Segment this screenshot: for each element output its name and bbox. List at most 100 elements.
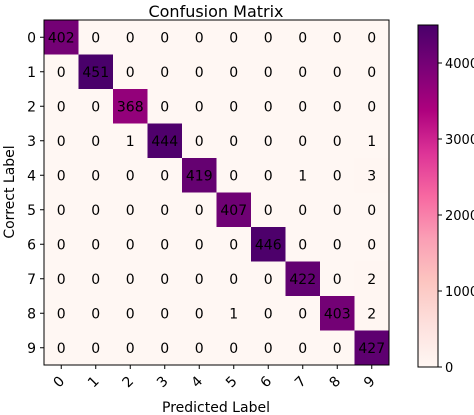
- cell-value-label: 407: [220, 203, 247, 219]
- heatmap-cell: [78, 89, 114, 124]
- colorbar-tick-label: 0: [445, 361, 453, 376]
- heatmap-cell: [251, 158, 286, 193]
- cell-value-label: 0: [195, 306, 204, 322]
- cell-value-label: 0: [160, 306, 169, 322]
- cell-value-label: 0: [195, 134, 204, 150]
- heatmap-cell: [182, 296, 217, 331]
- y-tick-label: 8: [27, 306, 36, 322]
- heatmap-cell: [44, 227, 79, 262]
- x-tick-label: 7: [292, 374, 310, 392]
- x-tick-label: 0: [50, 374, 68, 392]
- cell-value-label: 0: [57, 99, 66, 115]
- heatmap-cell: [113, 158, 148, 193]
- cell-value-label: 0: [333, 341, 342, 357]
- heatmap-cell: [216, 54, 252, 90]
- cell-value-label: 2: [367, 306, 376, 322]
- x-tick-label: 2: [119, 374, 137, 392]
- cell-value-label: 0: [57, 272, 66, 288]
- heatmap-cell: [78, 20, 114, 55]
- heatmap-cell: [182, 89, 217, 124]
- heatmap-cell: [285, 123, 321, 159]
- x-tick-label: 5: [223, 374, 241, 392]
- cell-value-label: 0: [126, 237, 135, 253]
- cell-value-label: 0: [126, 30, 135, 46]
- heatmap-cell: [78, 330, 114, 366]
- heatmap-cell: [147, 20, 183, 55]
- y-tick-label: 0: [27, 30, 36, 46]
- cell-value-label: 419: [186, 168, 213, 184]
- cell-value-label: 1: [367, 134, 376, 150]
- heatmap-cell: [216, 192, 252, 228]
- cell-value-label: 0: [367, 65, 376, 81]
- heatmap-cell: [44, 296, 79, 331]
- heatmap-cell: [216, 296, 252, 331]
- heatmap-cell: [113, 296, 148, 331]
- cell-value-label: 0: [126, 203, 135, 219]
- heatmap-cell: [320, 20, 355, 55]
- cell-value-label: 0: [298, 341, 307, 357]
- heatmap-cell: [251, 54, 286, 90]
- cell-value-label: 0: [57, 134, 66, 150]
- cell-value-label: 0: [298, 203, 307, 219]
- heatmap-cell: [320, 123, 355, 159]
- heatmap-cell: [216, 123, 252, 159]
- cell-value-label: 422: [289, 272, 316, 288]
- heatmap-cell: [44, 20, 79, 55]
- cell-value-label: 0: [229, 272, 238, 288]
- cell-value-label: 0: [367, 99, 376, 115]
- cell-value-label: 0: [195, 99, 204, 115]
- cell-value-label: 0: [229, 168, 238, 184]
- cell-value-label: 0: [333, 237, 342, 253]
- cell-value-label: 0: [264, 341, 273, 357]
- heatmap-cell: [216, 227, 252, 262]
- cell-value-label: 0: [298, 237, 307, 253]
- cell-value-label: 0: [333, 65, 342, 81]
- heatmap-cell: [354, 54, 390, 90]
- cell-value-label: 368: [117, 99, 144, 115]
- cell-value-label: 0: [57, 341, 66, 357]
- heatmap-cells: [44, 20, 390, 366]
- cell-value-label: 0: [91, 203, 100, 219]
- heatmap-cell: [216, 330, 252, 366]
- y-tick-label: 9: [27, 341, 36, 357]
- y-tick-label: 5: [27, 203, 36, 219]
- cell-value-label: 0: [195, 203, 204, 219]
- heatmap-cell: [354, 20, 390, 55]
- cell-value-label: 0: [160, 65, 169, 81]
- x-tick-label: 9: [361, 374, 379, 392]
- cell-value-label: 0: [126, 168, 135, 184]
- cell-value-label: 0: [264, 272, 273, 288]
- cell-value-label: 0: [264, 30, 273, 46]
- heatmap-cell: [285, 192, 321, 228]
- heatmap-cell: [354, 89, 390, 124]
- cell-value-label: 0: [160, 168, 169, 184]
- heatmap-cell-labels: 402 0 0 0 0 0 0 0 0 00 451 0 0 0 0 0 0 0 00 0 368 0 0 0 0 0 0 00 0 1 4…: [48, 30, 385, 357]
- cell-value-label: 0: [367, 237, 376, 253]
- heatmap-cell: [354, 296, 390, 331]
- cell-value-label: 0: [160, 272, 169, 288]
- heatmap-cell: [354, 123, 390, 159]
- heatmap-cell: [113, 123, 148, 159]
- cell-value-label: 0: [333, 99, 342, 115]
- cell-value-label: 3: [367, 168, 376, 184]
- cell-value-label: 0: [91, 168, 100, 184]
- heatmap-cell: [44, 330, 79, 366]
- heatmap-cell: [182, 330, 217, 366]
- heatmap-cell: [320, 261, 355, 297]
- colorbar-ticks: 0 1000 2000 3000 4000: [438, 57, 474, 376]
- heatmap-cell: [113, 54, 148, 90]
- heatmap-cell: [147, 261, 183, 297]
- cell-value-label: 444: [151, 134, 178, 150]
- heatmap-cell: [78, 123, 114, 159]
- cell-value-label: 0: [298, 134, 307, 150]
- cell-value-label: 0: [333, 30, 342, 46]
- heatmap-cell: [251, 261, 286, 297]
- x-tick-label: 6: [257, 373, 275, 391]
- heatmap-cell: [44, 54, 79, 90]
- cell-value-label: 446: [255, 237, 282, 253]
- heatmap-cell: [78, 54, 114, 90]
- heatmap-cell: [78, 192, 114, 228]
- colorbar-tick-label: 2000: [445, 209, 474, 224]
- heatmap-cell: [320, 89, 355, 124]
